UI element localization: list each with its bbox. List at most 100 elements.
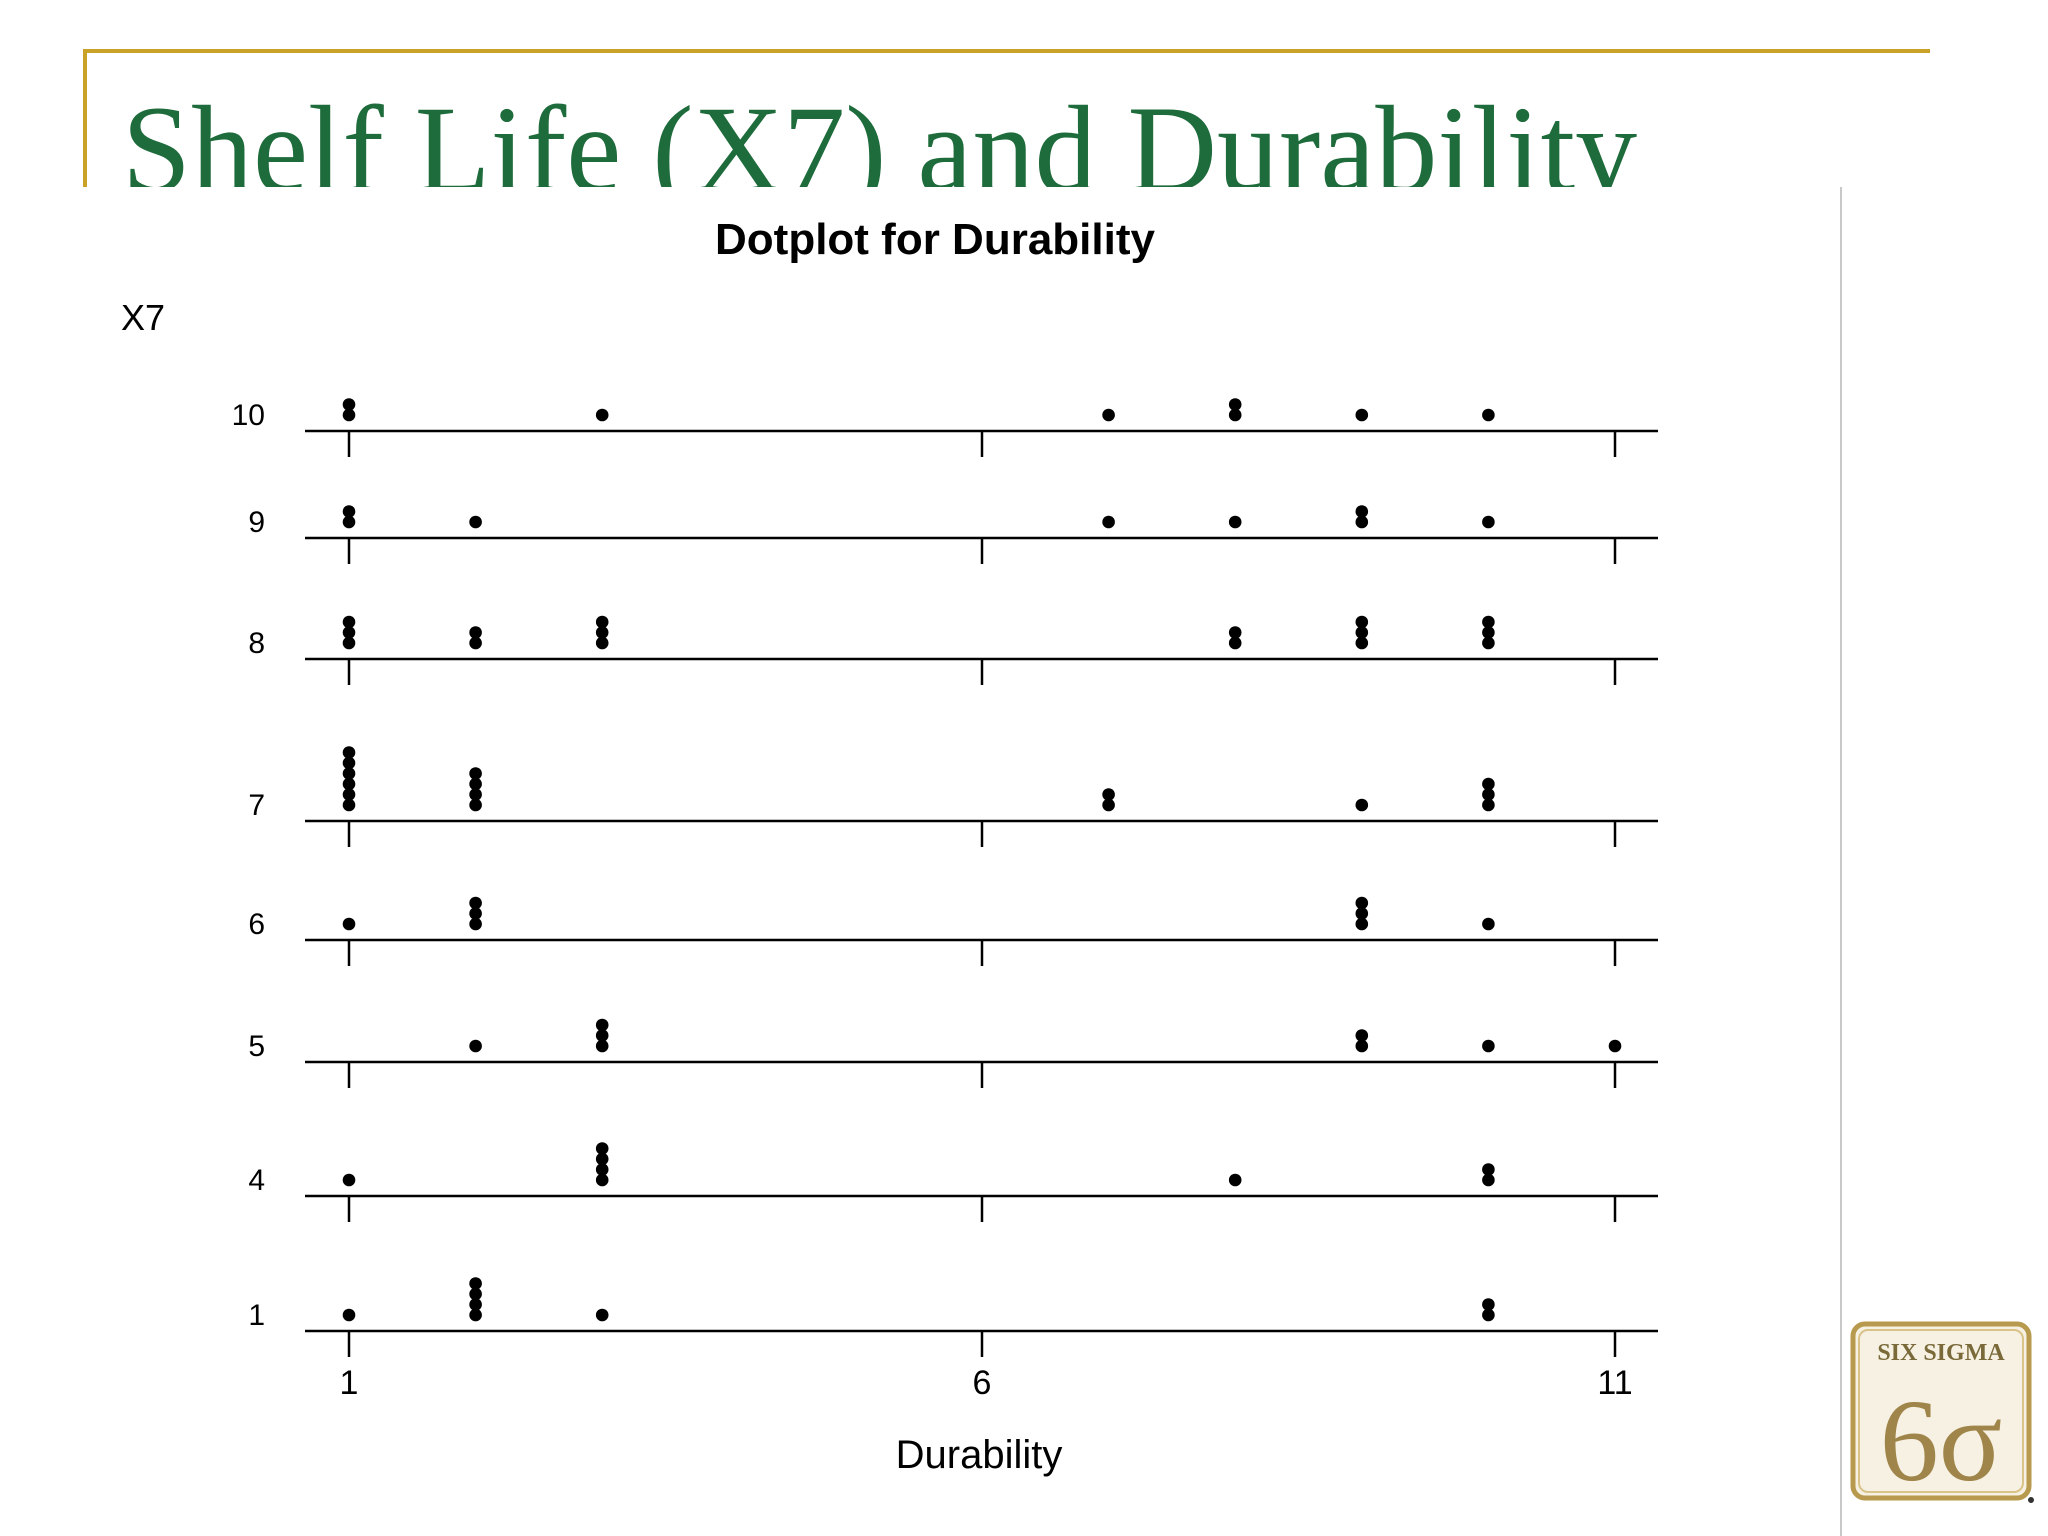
x-axis-label: Durability [896,1433,1063,1477]
data-dot [595,1163,609,1176]
slide-frame-top [83,49,1930,53]
data-dot [1482,636,1495,650]
x-tick-label: 11 [1597,1364,1632,1402]
data-dot [595,408,609,422]
data-dot [1355,615,1369,629]
logo-symbol: 6σ [1880,1375,2003,1506]
slide-title: Shelf Life (X7) and Durability [122,81,1638,188]
data-dot [469,1277,482,1290]
dotplot-row: 7 [248,746,1658,847]
dotplot-chart: Dotplot for Durability X7 Durability 10 9… [121,215,1658,1477]
six-sigma-logo: SIX SIGMA 6σ [1850,1321,2034,1506]
data-dot [595,1039,609,1053]
data-dot [342,1173,356,1187]
data-dot [595,1029,609,1042]
data-dot [595,1152,609,1166]
row-label: 9 [248,506,265,539]
dotplot-rows: 10 9 8 7 6 5 4 1 [232,398,1658,1357]
dotplot-row: 9 [248,505,1658,564]
data-dot [342,1308,356,1322]
data-dot [342,788,356,801]
data-dot [342,408,356,422]
row-label: 5 [248,1030,265,1063]
data-dot [1102,515,1115,529]
data-dot [1102,408,1115,422]
data-dot [469,907,482,920]
dotplot-row: 8 [248,615,1658,685]
data-dot [342,767,356,780]
data-dot [342,798,356,812]
row-label: 7 [248,789,265,822]
data-dot [1355,636,1369,650]
data-dot [1482,1308,1495,1322]
row-label: 10 [232,399,265,432]
data-dot [595,626,609,639]
data-dot [1608,1039,1622,1053]
data-dot [1355,917,1369,931]
data-dot [469,788,482,801]
data-dot [469,777,482,791]
data-dot [1482,798,1495,812]
data-dot [1482,408,1495,422]
data-dot [342,756,356,770]
data-dot [1355,408,1369,422]
data-dot [1355,907,1369,920]
data-dot [1482,1298,1495,1311]
data-dot [342,515,356,529]
data-dot [469,626,482,639]
data-dot [1102,788,1115,801]
data-dot [1355,626,1369,639]
data-dot [1355,515,1369,529]
data-dot [469,636,482,650]
group-axis-label: X7 [121,297,165,338]
dotplot-row: 10 [232,398,1658,457]
data-dot [1482,917,1495,931]
data-dot [469,1298,482,1311]
row-label: 4 [248,1164,265,1197]
x-tick-label: 6 [973,1364,992,1402]
data-dot [1355,1029,1369,1042]
data-dot [342,398,356,411]
data-dot [595,1173,609,1187]
dotplot-row: 1 [248,1277,1658,1357]
dotplot-row: 6 [248,896,1658,966]
data-dot [595,1142,609,1155]
data-dot [342,615,356,629]
data-dot [469,896,482,910]
data-dot [1482,777,1495,791]
data-dot [342,636,356,650]
data-dot [1355,896,1369,910]
data-dot [342,917,356,931]
chart-panel: Dotplot for Durability X7 Durability 10 9… [40,187,1840,1536]
data-dot [1228,1173,1242,1187]
data-dot [342,505,356,518]
data-dot [1228,408,1242,422]
dotplot-row: 4 [248,1142,1658,1222]
data-dot [1482,788,1495,801]
dotplot-row: 5 [248,1018,1658,1088]
data-dot [469,1039,482,1053]
data-dot [469,767,482,780]
data-dot [1228,636,1242,650]
x-axis-ticks: 1 6 11 [340,1364,1633,1402]
data-dot [1355,798,1369,812]
data-dot [469,1287,482,1301]
row-label: 8 [248,627,265,660]
x-tick-label: 1 [340,1364,359,1402]
data-dot [595,1018,609,1032]
data-dot [1228,626,1242,639]
data-dot [1482,626,1495,639]
data-dot [469,917,482,931]
data-dot [595,636,609,650]
logo-text: SIX SIGMA [1877,1340,2005,1366]
data-dot [1482,615,1495,629]
data-dot [1482,1163,1495,1176]
slide-frame-left [83,49,87,199]
data-dot [1228,515,1242,529]
data-dot [342,746,356,759]
data-dot [469,798,482,812]
data-dot [469,515,482,529]
data-dot [1482,1173,1495,1187]
data-dot [1482,1039,1495,1053]
data-dot [469,1308,482,1322]
